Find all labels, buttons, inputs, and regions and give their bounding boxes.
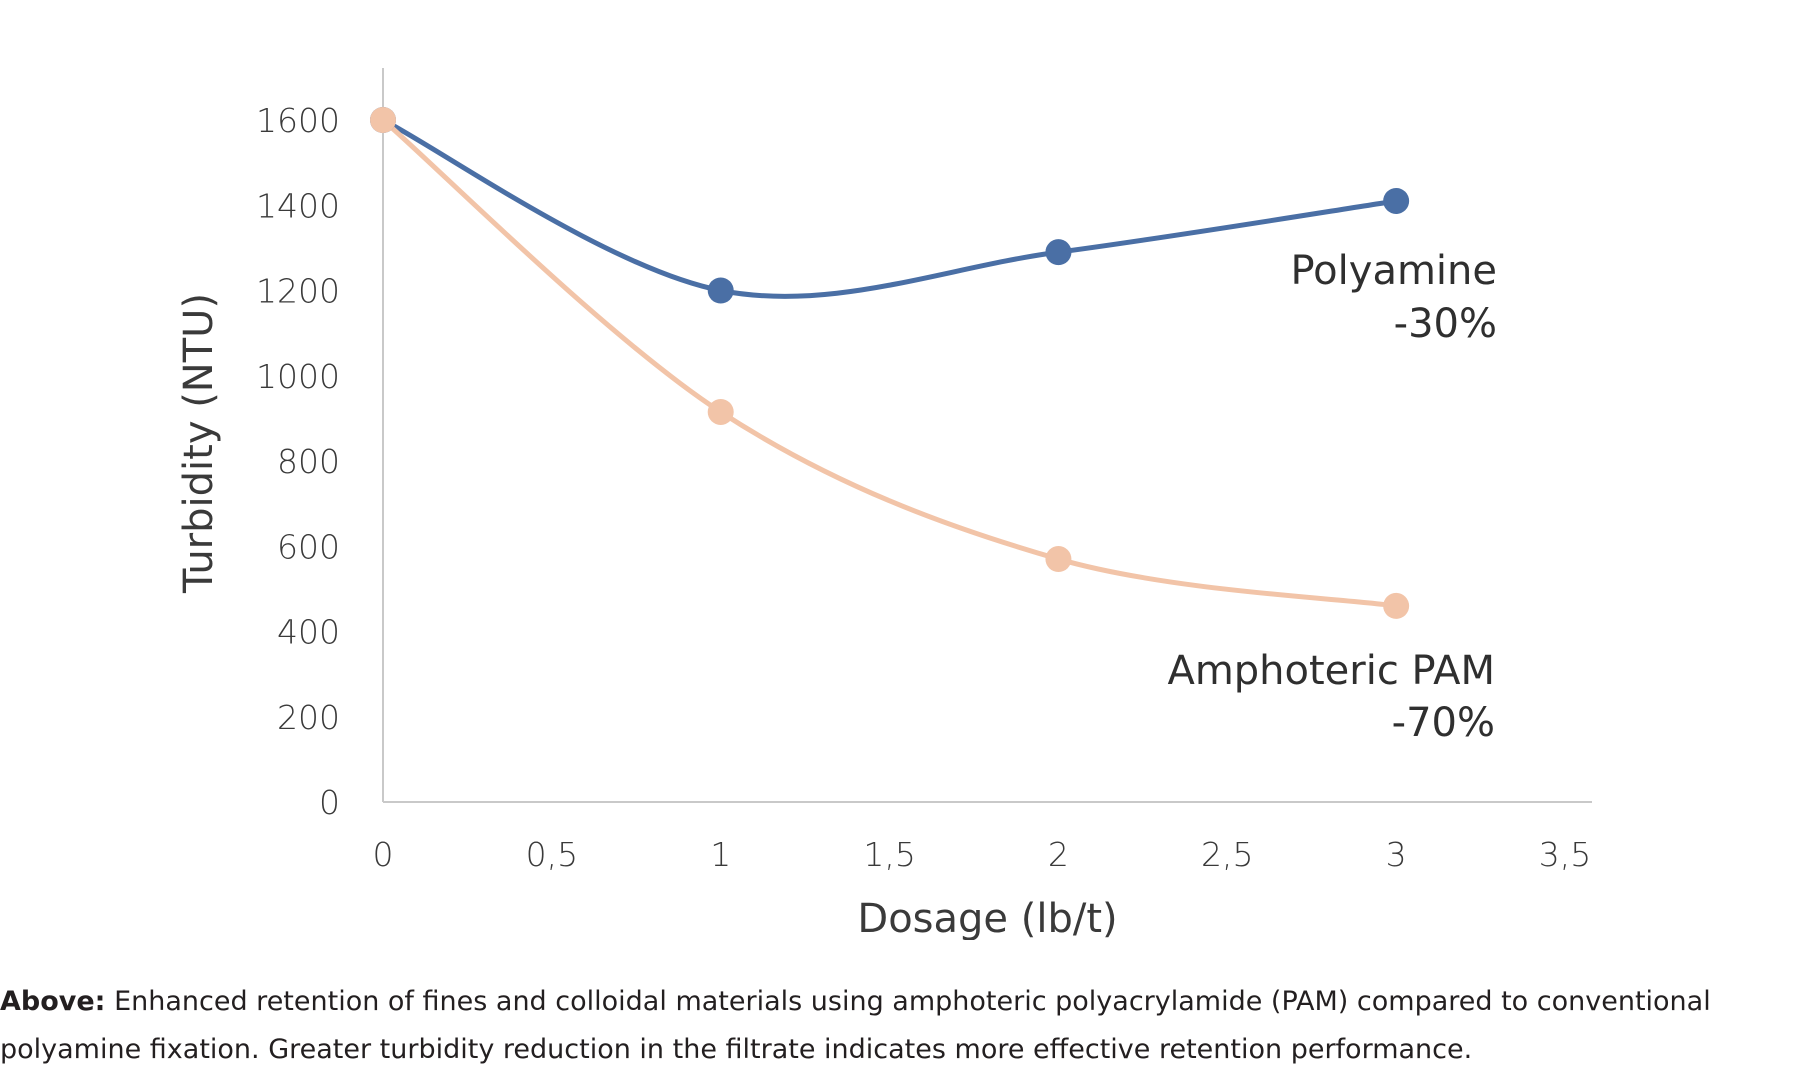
series-reduction-polyamine: -30% — [1394, 301, 1497, 347]
caption-text: Enhanced retention of fines and colloida… — [0, 986, 1711, 1065]
data-point-polyamine — [1045, 239, 1072, 266]
y-tick-labels: 0 200 400 600 800 1000 1200 1400 1600 — [256, 101, 340, 822]
x-tick-label: 2,5 — [1201, 835, 1253, 874]
x-axis-title: Dosage (lb/t) — [857, 896, 1117, 940]
series-reduction-amphoteric-pam: -70% — [1392, 700, 1495, 746]
caption-lead: Above: — [0, 986, 106, 1017]
x-tick-label: 1 — [710, 835, 731, 874]
data-point-polyamine — [1383, 187, 1410, 214]
y-tick-label: 200 — [277, 698, 340, 737]
y-tick-label: 800 — [277, 442, 340, 481]
series-label-polyamine: Polyamine — [1290, 248, 1497, 294]
x-tick-label: 0 — [373, 835, 394, 874]
y-tick-label: 1000 — [256, 357, 340, 396]
x-tick-label: 3 — [1386, 835, 1407, 874]
y-tick-label: 1600 — [256, 101, 340, 140]
series-line-polyamine — [380, 117, 1399, 299]
y-tick-label: 1200 — [256, 272, 340, 311]
y-tick-label: 600 — [277, 527, 340, 566]
x-tick-label: 1,5 — [863, 835, 915, 874]
data-point-polyamine — [707, 277, 734, 304]
series-label-amphoteric-pam: Amphoteric PAM — [1167, 648, 1495, 694]
x-tick-label: 3,5 — [1539, 835, 1591, 874]
series-layer — [370, 107, 1410, 619]
x-tick-label: 0,5 — [526, 835, 578, 874]
figure-caption: Above: Enhanced retention of fines and c… — [0, 978, 1790, 1074]
series-line-amphoteric-pam — [380, 117, 1399, 609]
y-tick-label: 0 — [319, 783, 340, 822]
y-tick-label: 400 — [277, 613, 340, 652]
turbidity-chart: 0 200 400 600 800 1000 1200 1400 1600 0 0,5 1 1,5 2 2… — [176, 68, 1592, 940]
data-point-amphoteric-pam — [707, 398, 734, 425]
y-axis-title: Turbidity (NTU) — [176, 293, 222, 594]
x-tick-labels: 0 0,5 1 1,5 2 2,5 3 3,5 — [373, 835, 1592, 874]
y-tick-label: 1400 — [256, 186, 340, 225]
data-point-amphoteric-pam — [1383, 592, 1410, 619]
data-point-amphoteric-pam — [370, 107, 396, 133]
chart-canvas: 0 200 400 600 800 1000 1200 1400 1600 0 0,5 1 1,5 2 2… — [176, 68, 1592, 940]
x-tick-label: 2 — [1048, 835, 1069, 874]
data-point-amphoteric-pam — [1045, 546, 1072, 573]
